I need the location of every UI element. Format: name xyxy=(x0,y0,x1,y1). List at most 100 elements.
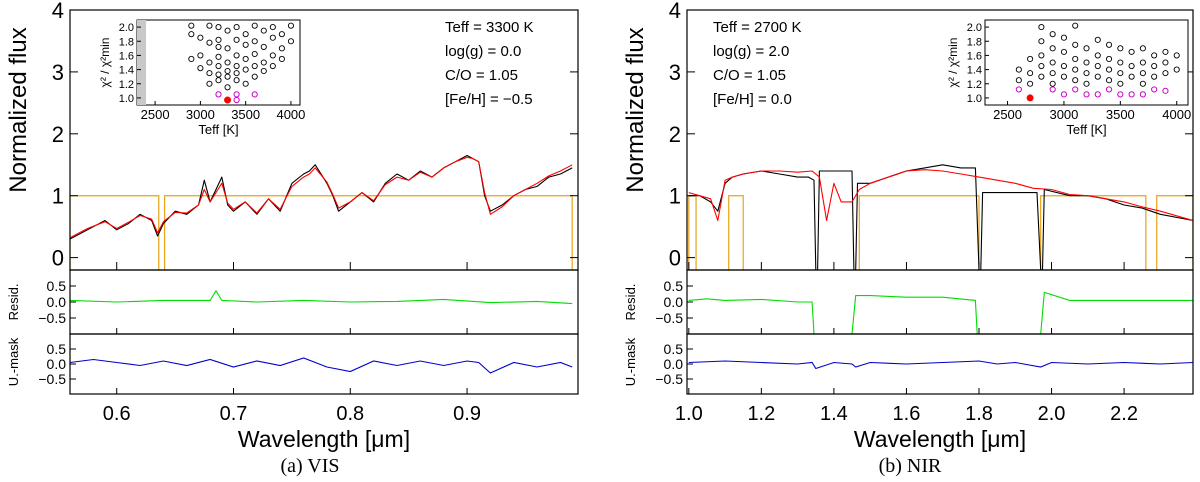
resid-ytick-label: −0.5 xyxy=(38,310,66,326)
inset-ylabel: χ² / χ²min xyxy=(946,38,960,88)
inset-chi2-point xyxy=(1038,52,1045,59)
inset-ytick-label: 1.8 xyxy=(967,36,982,48)
inset-chi2-point xyxy=(1151,62,1158,70)
resid-residual-line xyxy=(70,289,573,305)
inset-chi2-point xyxy=(224,27,231,34)
inset-chi2-point xyxy=(1060,34,1067,41)
inset-best-point xyxy=(1026,94,1034,102)
inset-chi2-point xyxy=(197,34,204,41)
inset-chi2-point xyxy=(1072,77,1079,84)
inset-ytick-label: 1.4 xyxy=(967,65,982,77)
main-ytick-label: 4 xyxy=(669,0,681,23)
inset-chi2-point xyxy=(278,31,285,38)
inset-chi2-point xyxy=(197,52,204,59)
xtick-label: 0.8 xyxy=(336,403,364,425)
inset-chi2-point xyxy=(1139,70,1146,77)
inset-chi2-point xyxy=(1139,45,1146,52)
resid-ytick-label: −0.5 xyxy=(655,310,683,326)
inset-chi2-point xyxy=(1139,59,1146,66)
inset-chi2-point xyxy=(1038,24,1045,31)
vis-panel: 0 1 2 3 4 Normalized flux Teff = 3300 K log(g) … xyxy=(5,0,579,452)
inset-highlight-point xyxy=(1105,86,1113,93)
main-ytick-label: 2 xyxy=(52,122,64,147)
inset-chi2-point xyxy=(206,70,213,77)
main-ytick-label: 1 xyxy=(669,184,681,209)
caption-nir: (b) NIR xyxy=(878,455,942,477)
inset-chi2-point xyxy=(1173,66,1180,73)
umask-ytick-label: 0.0 xyxy=(47,356,67,372)
resid-ytick-label: 0.0 xyxy=(664,294,684,310)
inset-chi2-point xyxy=(1106,41,1113,48)
nir-panel: 0 1 2 3 4 Normalized flux Teff = 2700 K log(g) … xyxy=(622,0,1194,452)
mask-interval xyxy=(70,195,160,270)
resid-frame xyxy=(686,269,1194,335)
inset-chi2-point xyxy=(278,55,285,63)
main-ytick-label: 1 xyxy=(52,184,64,209)
mask-interval xyxy=(858,195,980,270)
inset-ylabel: χ² / χ²min xyxy=(98,38,112,88)
inset-highlight-point xyxy=(1117,91,1124,98)
inset-chi2-point xyxy=(233,52,240,59)
inset-chi2-point xyxy=(1015,77,1022,84)
inset-chi2-point xyxy=(1128,73,1135,80)
inset-highlight-point xyxy=(1060,91,1068,98)
inset-chi2-point xyxy=(1151,52,1158,59)
inset-chi2-point xyxy=(260,43,267,50)
inset-chi2-point xyxy=(233,36,240,43)
inset-excluded-region xyxy=(137,20,147,105)
inset-ytick-label: 1.2 xyxy=(119,79,134,91)
main-ylabel: Normalized flux xyxy=(5,27,32,192)
main-ytick-label: 3 xyxy=(52,60,64,85)
inset-chi2-point xyxy=(278,45,285,52)
xtick-label: 0.6 xyxy=(103,403,131,425)
inset-ytick-label: 1.6 xyxy=(967,50,982,62)
inset-chi2-point xyxy=(251,50,258,58)
inset-chi2-point xyxy=(1038,73,1045,80)
mask-interval xyxy=(728,195,744,270)
umask-ytick-label: 0.5 xyxy=(664,341,684,357)
inset-chi2-point xyxy=(1094,52,1101,59)
inset-chi2-point xyxy=(269,52,276,59)
main-ytick-label: 2 xyxy=(669,122,681,147)
inset-chi2-point xyxy=(215,53,222,60)
xtick-label: 0.9 xyxy=(453,403,481,425)
inset-highlight-point xyxy=(1139,91,1146,98)
inset-chi2-point xyxy=(287,22,294,29)
inset-chi2-point xyxy=(1060,73,1067,80)
inset-chi2-point xyxy=(215,77,222,84)
inset-highlight-point xyxy=(1015,86,1022,93)
resid-ylabel: Resid. xyxy=(623,284,638,321)
xtick-label: 1.0 xyxy=(675,403,703,425)
inset-highlight-point xyxy=(251,91,258,98)
inset-chi2-point xyxy=(215,36,222,43)
inset-chi2-point xyxy=(1083,45,1090,52)
observed-spectrum-line xyxy=(70,154,573,240)
inset-chi2-point xyxy=(206,80,213,87)
inset-xtick-label: 4000 xyxy=(1162,107,1191,122)
inset-chi2-point xyxy=(269,34,276,41)
inset-chi2-point xyxy=(287,38,294,45)
inset-chi2-point xyxy=(224,59,231,66)
inset-highlight-point xyxy=(1072,86,1079,93)
inset-chi2-point xyxy=(1117,80,1124,87)
inset-highlight-point xyxy=(215,91,222,98)
mask-group xyxy=(688,164,1193,270)
xlabel: Wavelength [μm] xyxy=(854,426,1026,452)
inset-chi2-point xyxy=(1083,59,1090,66)
inset-chi2-point xyxy=(260,67,267,75)
inset-ytick-label: 1.0 xyxy=(119,93,134,105)
inset-chi2-point xyxy=(206,39,213,46)
inset-chi2-point xyxy=(1038,62,1045,70)
xtick-label: 2.2 xyxy=(1110,403,1138,425)
inset-chi2-point xyxy=(224,73,231,80)
xtick-label: 0.7 xyxy=(220,403,248,425)
xlabel: Wavelength [μm] xyxy=(238,426,410,452)
inset-chi2-point xyxy=(224,84,231,91)
inset-xtick-label: 3000 xyxy=(1049,107,1078,122)
inset-chi2-point xyxy=(251,62,258,70)
inset-chi2-point xyxy=(269,62,276,70)
inset-ytick-label: 1.2 xyxy=(967,79,982,91)
inset-chi2-point xyxy=(233,62,240,70)
params-annotation: log(g) = 2.0 xyxy=(713,43,789,60)
main-ytick-label: 0 xyxy=(669,246,681,271)
